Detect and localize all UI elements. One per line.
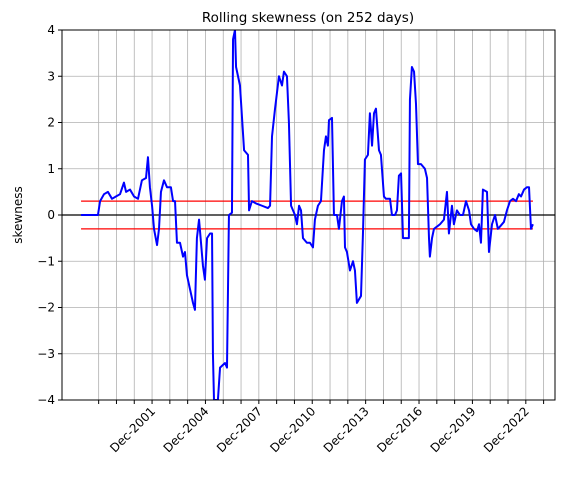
y-axis-label: skewness bbox=[11, 186, 25, 243]
y-tick-label: 3 bbox=[47, 69, 55, 83]
y-tick-label: 2 bbox=[47, 116, 55, 130]
x-tick-label: Dec-2022 bbox=[481, 404, 532, 455]
y-tick-label: 0 bbox=[47, 208, 55, 222]
y-tick-label: −4 bbox=[37, 393, 55, 407]
x-tick-label: Dec-2001 bbox=[107, 404, 158, 455]
y-tick-label: −3 bbox=[37, 347, 55, 361]
data-line bbox=[81, 30, 534, 400]
y-tick-label: −1 bbox=[37, 254, 55, 268]
x-tick-label: Dec-2013 bbox=[321, 404, 372, 455]
y-tick-label: 1 bbox=[47, 162, 55, 176]
x-tick-label: Dec-2019 bbox=[428, 404, 479, 455]
x-tick-label: Dec-2004 bbox=[161, 404, 212, 455]
x-tick-label: Dec-2007 bbox=[214, 404, 265, 455]
x-tick-label: Dec-2016 bbox=[374, 404, 425, 455]
y-tick-label: 4 bbox=[47, 23, 55, 37]
x-tick-label: Dec-2010 bbox=[267, 404, 318, 455]
chart-title: Rolling skewness (on 252 days) bbox=[202, 10, 414, 26]
y-tick-label: −2 bbox=[37, 301, 55, 315]
